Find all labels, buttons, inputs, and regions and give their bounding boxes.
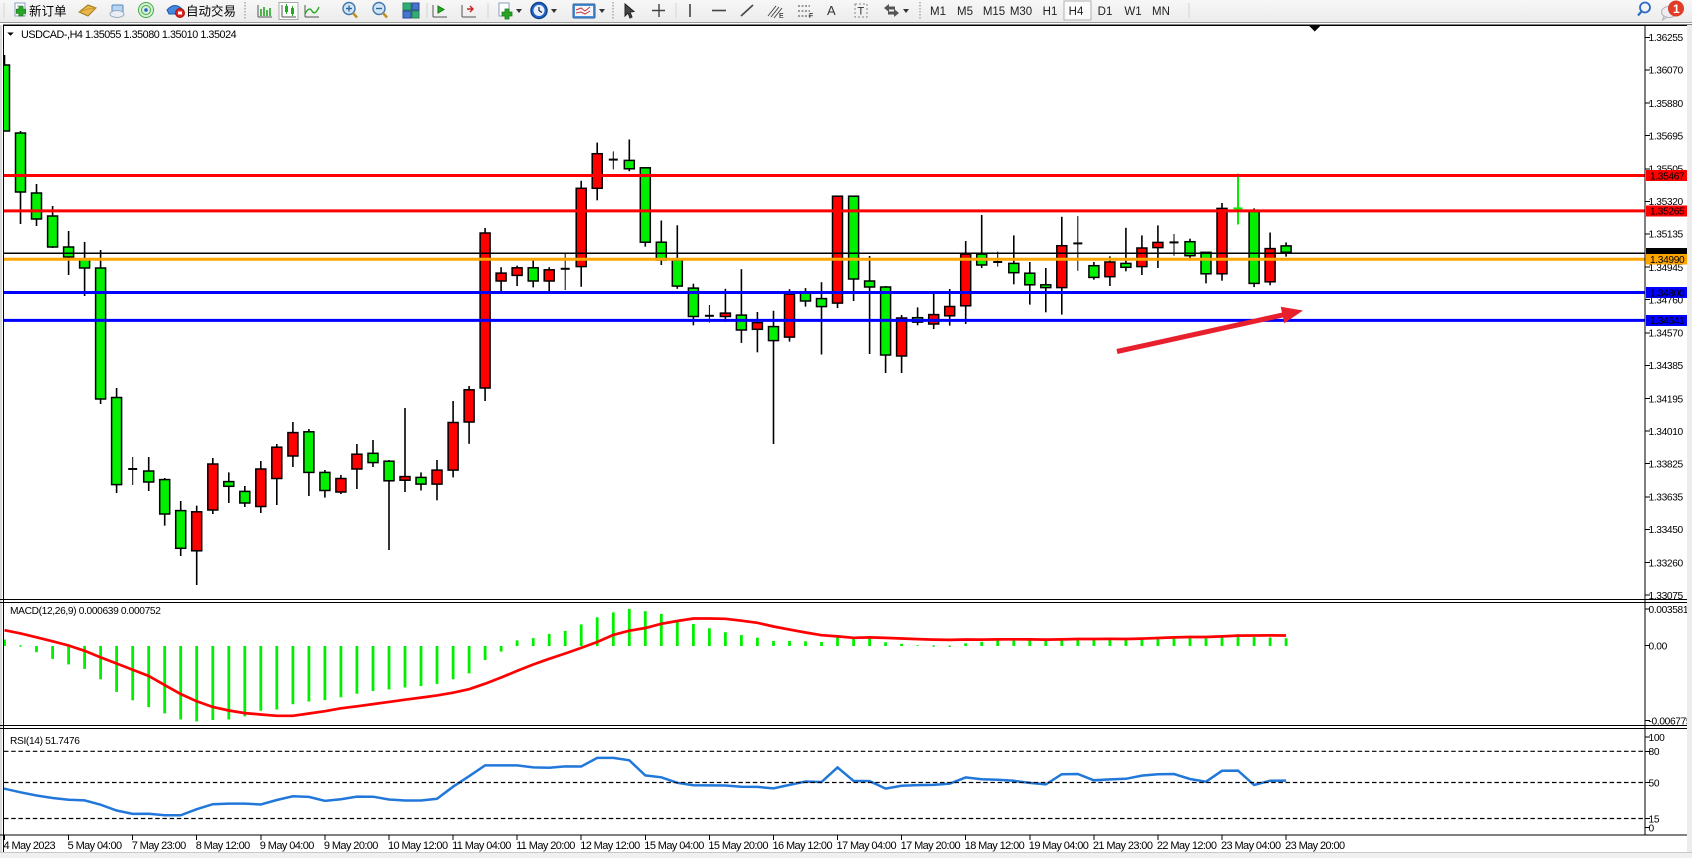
svg-text:F: F — [809, 13, 813, 20]
svg-text:1.35695: 1.35695 — [1649, 131, 1684, 142]
svg-text:M30: M30 — [1010, 6, 1032, 18]
svg-text:8 May 12:00: 8 May 12:00 — [196, 840, 250, 852]
svg-text:0: 0 — [1649, 823, 1655, 834]
svg-text:10 May 12:00: 10 May 12:00 — [388, 840, 448, 852]
svg-text:17 May 20:00: 17 May 20:00 — [901, 840, 961, 852]
svg-text:23 May 20:00: 23 May 20:00 — [1285, 840, 1345, 852]
svg-text:1.33450: 1.33450 — [1649, 525, 1684, 536]
svg-text:21 May 23:00: 21 May 23:00 — [1093, 840, 1153, 852]
svg-text:100: 100 — [1649, 733, 1666, 744]
svg-text:自动交易: 自动交易 — [186, 4, 236, 19]
svg-text:7 May 23:00: 7 May 23:00 — [132, 840, 186, 852]
svg-text:1.35320: 1.35320 — [1649, 197, 1684, 208]
svg-text:1.34990: 1.34990 — [1650, 255, 1685, 266]
svg-text:MACD(12,26,9) 0.000639 0.00075: MACD(12,26,9) 0.000639 0.000752 — [10, 606, 161, 617]
svg-text:1.35135: 1.35135 — [1649, 230, 1684, 241]
svg-text:1.36255: 1.36255 — [1649, 33, 1684, 44]
svg-text:-0.006775: -0.006775 — [1649, 716, 1692, 727]
svg-text:1.34760: 1.34760 — [1649, 295, 1684, 306]
svg-text:M1: M1 — [930, 6, 946, 18]
svg-text:4 May 2023: 4 May 2023 — [4, 840, 56, 852]
svg-text:11 May 20:00: 11 May 20:00 — [516, 840, 575, 852]
svg-text:D1: D1 — [1098, 6, 1113, 18]
svg-text:A: A — [827, 3, 836, 18]
svg-text:1.35880: 1.35880 — [1649, 99, 1684, 110]
svg-text:新订单: 新订单 — [29, 4, 67, 19]
svg-text:12 May 12:00: 12 May 12:00 — [580, 840, 640, 852]
svg-text:H1: H1 — [1043, 6, 1058, 18]
svg-text:1.34195: 1.34195 — [1649, 395, 1684, 406]
svg-text:1.34385: 1.34385 — [1649, 361, 1684, 372]
svg-text:16 May 12:00: 16 May 12:00 — [773, 840, 833, 852]
svg-text:E: E — [779, 13, 784, 20]
svg-text:9 May 04:00: 9 May 04:00 — [260, 840, 314, 852]
svg-text:15 May 04:00: 15 May 04:00 — [644, 840, 704, 852]
svg-text:1.34945: 1.34945 — [1649, 263, 1684, 274]
svg-text:H4: H4 — [1069, 6, 1084, 18]
svg-text:22 May 12:00: 22 May 12:00 — [1157, 840, 1217, 852]
svg-text:1.33635: 1.33635 — [1649, 493, 1684, 504]
svg-text:T: T — [858, 6, 865, 18]
svg-text:11 May 04:00: 11 May 04:00 — [452, 840, 511, 852]
svg-text:1.35265: 1.35265 — [1650, 207, 1685, 218]
svg-text:19 May 04:00: 19 May 04:00 — [1029, 840, 1089, 852]
svg-text:0.00: 0.00 — [1649, 641, 1668, 652]
svg-text:5 May 04:00: 5 May 04:00 — [68, 840, 122, 852]
svg-text:15: 15 — [1649, 814, 1660, 825]
svg-text:M5: M5 — [957, 6, 973, 18]
svg-text:M15: M15 — [983, 6, 1005, 18]
svg-text:1.34570: 1.34570 — [1649, 329, 1684, 340]
svg-text:W1: W1 — [1124, 6, 1141, 18]
svg-text:1.33075: 1.33075 — [1649, 591, 1684, 602]
svg-text:1.33825: 1.33825 — [1649, 459, 1684, 470]
svg-text:18 May 12:00: 18 May 12:00 — [965, 840, 1025, 852]
svg-text:1.34800: 1.34800 — [1650, 288, 1685, 299]
svg-text:RSI(14) 51.7476: RSI(14) 51.7476 — [10, 736, 80, 747]
svg-text:1.34641: 1.34641 — [1650, 316, 1685, 327]
svg-text:MN: MN — [1152, 6, 1170, 18]
svg-text:1.33260: 1.33260 — [1649, 559, 1684, 570]
svg-text:17 May 04:00: 17 May 04:00 — [837, 840, 897, 852]
svg-text:1.35467: 1.35467 — [1650, 171, 1685, 182]
svg-text:USDCAD-,H4 1.35055 1.35080 1.: USDCAD-,H4 1.35055 1.35080 1.35010 1.350… — [21, 29, 237, 41]
svg-text:50: 50 — [1649, 778, 1660, 789]
svg-text:9 May 20:00: 9 May 20:00 — [324, 840, 378, 852]
svg-text:80: 80 — [1649, 747, 1660, 758]
svg-text:1: 1 — [1673, 2, 1680, 16]
svg-text:1.34010: 1.34010 — [1649, 427, 1684, 438]
svg-text:15 May 20:00: 15 May 20:00 — [708, 840, 768, 852]
svg-text:1.36070: 1.36070 — [1649, 66, 1684, 77]
svg-text:23 May 04:00: 23 May 04:00 — [1221, 840, 1281, 852]
svg-text:0.003581: 0.003581 — [1649, 605, 1689, 616]
